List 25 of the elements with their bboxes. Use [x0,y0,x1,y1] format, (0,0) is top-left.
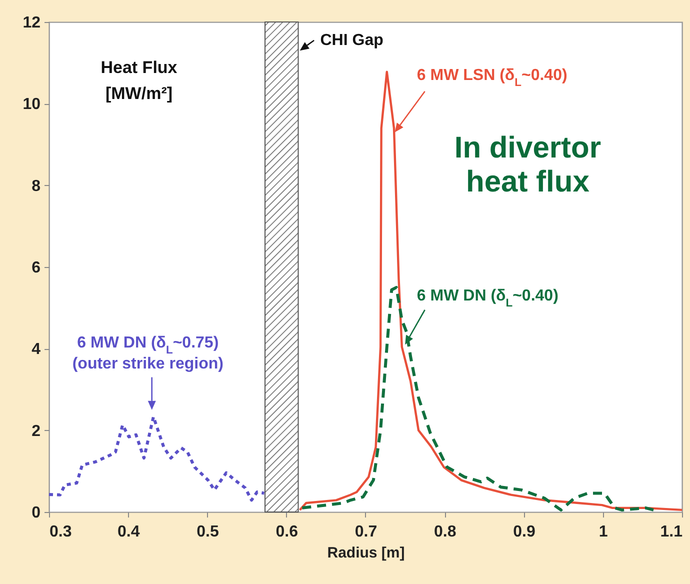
line-series [48,415,266,502]
y-tick-label: 10 [22,96,41,114]
y-tick-label: 2 [32,422,41,440]
y-tick-label: 8 [32,178,41,195]
band-label: CHI Gap [320,32,384,49]
y-tick-label: 12 [22,14,41,32]
line-series [300,286,656,512]
text: 6 MW DN (δ$_{L}$~0.75) (outer strike region) [72,334,224,373]
y-axis-title: Heat Flux [MW/m²] [100,58,178,103]
x-tick-label: 0.3 [50,524,72,540]
x-tick-label: 1.1 [660,524,683,540]
x-tick-label: 0.9 [513,524,536,540]
y-tick-label: 6 [32,260,41,276]
series-label: 6 MW LSN (δ$_{L}$~0.40) [416,67,568,90]
x-tick-label: 1 [598,524,608,540]
x-tick-label: 0.8 [434,524,456,540]
x-tick-label: 0.5 [196,524,219,540]
annotation: In divertor heat flux [454,132,602,199]
x-tick-label: 0.4 [118,524,140,540]
y-tick-label: 4 [32,341,41,358]
x-tick-label: 0.7 [354,524,378,540]
y-tick-label: 0 [32,504,41,522]
x-axis-title: Radius [m] [327,544,405,562]
x-tick-label: 0.6 [276,524,298,540]
series-label: 6 MW DN (δ$_{L}$~0.40) [416,288,558,310]
